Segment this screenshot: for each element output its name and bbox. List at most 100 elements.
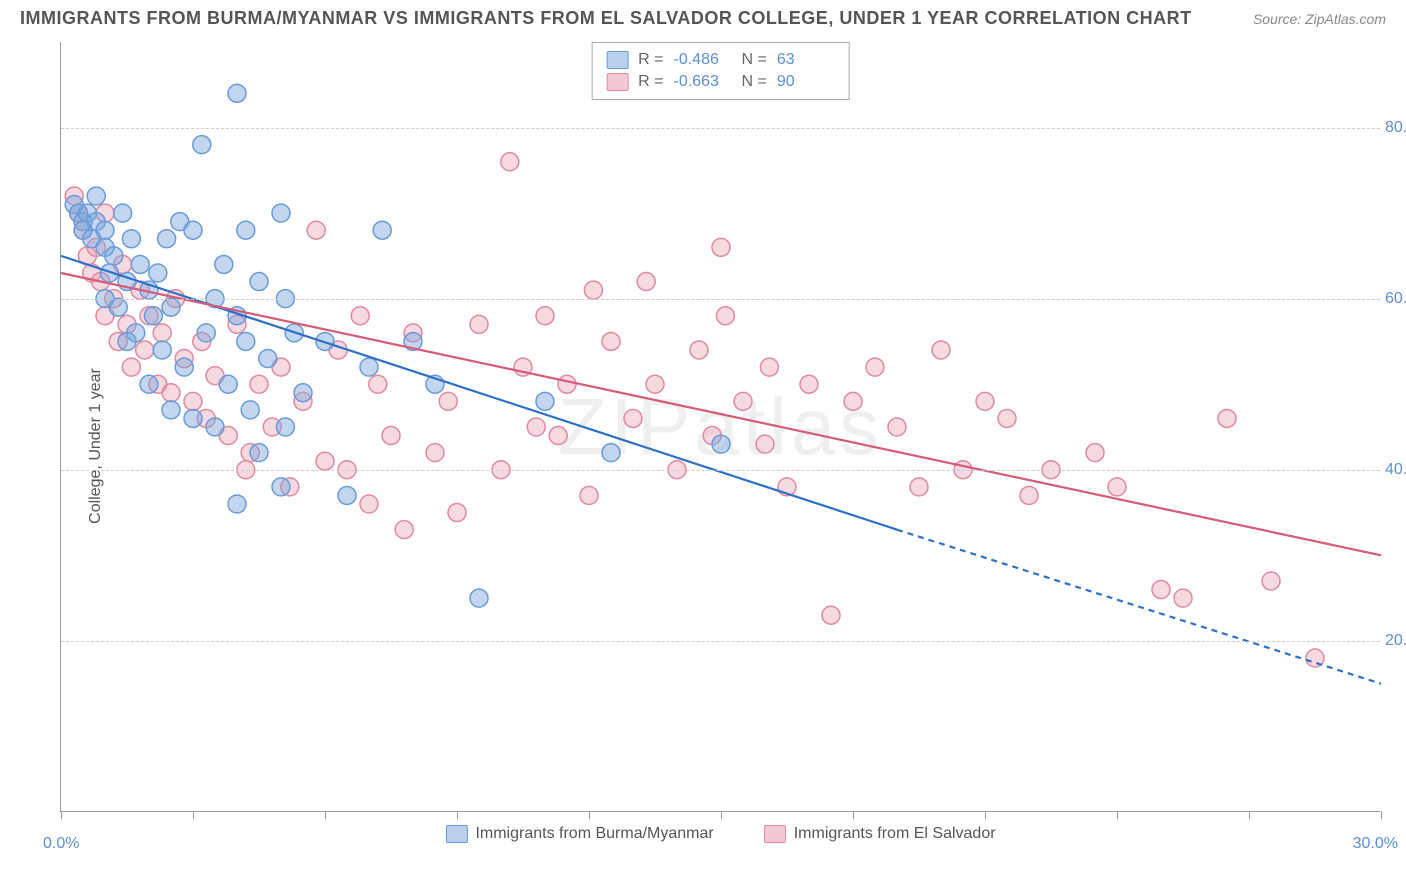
data-point bbox=[1108, 478, 1126, 496]
data-point bbox=[1174, 589, 1192, 607]
legend-item-b: Immigrants from El Salvador bbox=[764, 825, 996, 843]
data-point bbox=[382, 427, 400, 445]
data-point bbox=[241, 401, 259, 419]
data-point bbox=[127, 324, 145, 342]
y-tick-label: 40.0% bbox=[1385, 461, 1406, 479]
data-point bbox=[1086, 444, 1104, 462]
data-point bbox=[866, 358, 884, 376]
data-point bbox=[162, 401, 180, 419]
x-tick bbox=[1117, 811, 1118, 819]
gridline-h bbox=[61, 299, 1380, 300]
data-point bbox=[1152, 581, 1170, 599]
data-point bbox=[219, 375, 237, 393]
data-point bbox=[144, 307, 162, 325]
gridline-h bbox=[61, 128, 1380, 129]
r-value-b: -0.663 bbox=[674, 73, 732, 91]
data-point bbox=[184, 409, 202, 427]
data-point bbox=[549, 427, 567, 445]
data-point bbox=[1218, 409, 1236, 427]
x-tick bbox=[1249, 811, 1250, 819]
data-point bbox=[131, 255, 149, 273]
data-point bbox=[712, 238, 730, 256]
r-label: R = bbox=[638, 51, 663, 69]
data-point bbox=[87, 187, 105, 205]
chart-title: IMMIGRANTS FROM BURMA/MYANMAR VS IMMIGRA… bbox=[20, 8, 1192, 29]
data-point bbox=[307, 221, 325, 239]
data-point bbox=[175, 358, 193, 376]
legend-row-a: R = -0.486 N = 63 bbox=[606, 49, 835, 71]
data-point bbox=[1020, 486, 1038, 504]
legend-row-b: R = -0.663 N = 90 bbox=[606, 71, 835, 93]
data-point bbox=[294, 384, 312, 402]
data-point bbox=[228, 495, 246, 513]
data-point bbox=[136, 341, 154, 359]
n-value-a: 63 bbox=[777, 51, 835, 69]
data-point bbox=[316, 452, 334, 470]
data-point bbox=[360, 495, 378, 513]
x-tick bbox=[721, 811, 722, 819]
data-point bbox=[760, 358, 778, 376]
data-point bbox=[162, 298, 180, 316]
data-point bbox=[351, 307, 369, 325]
n-value-b: 90 bbox=[777, 73, 835, 91]
trend-line bbox=[61, 256, 897, 530]
n-label: N = bbox=[742, 73, 767, 91]
data-point bbox=[153, 341, 171, 359]
x-tick bbox=[1381, 811, 1382, 819]
data-point bbox=[272, 204, 290, 222]
data-point bbox=[932, 341, 950, 359]
x-tick bbox=[985, 811, 986, 819]
data-point bbox=[448, 504, 466, 522]
data-point bbox=[584, 281, 602, 299]
data-point bbox=[998, 409, 1016, 427]
y-tick-label: 60.0% bbox=[1385, 290, 1406, 308]
data-point bbox=[602, 444, 620, 462]
data-point bbox=[470, 589, 488, 607]
data-point bbox=[114, 204, 132, 222]
data-point bbox=[105, 247, 123, 265]
data-point bbox=[237, 221, 255, 239]
data-point bbox=[250, 444, 268, 462]
r-value-a: -0.486 bbox=[674, 51, 732, 69]
legend-swatch-a bbox=[606, 51, 628, 69]
data-point bbox=[716, 307, 734, 325]
data-point bbox=[158, 230, 176, 248]
legend-swatch-a2 bbox=[445, 825, 467, 843]
data-point bbox=[96, 221, 114, 239]
data-point bbox=[470, 315, 488, 333]
data-point bbox=[197, 324, 215, 342]
data-point bbox=[439, 392, 457, 410]
x-tick bbox=[325, 811, 326, 819]
data-point bbox=[140, 375, 158, 393]
n-label: N = bbox=[742, 51, 767, 69]
legend-item-a: Immigrants from Burma/Myanmar bbox=[445, 825, 713, 843]
x-axis-max-label: 30.0% bbox=[1353, 835, 1398, 853]
legend-label-a: Immigrants from Burma/Myanmar bbox=[475, 825, 713, 843]
x-axis-min-label: 0.0% bbox=[43, 835, 79, 853]
data-point bbox=[536, 307, 554, 325]
data-point bbox=[215, 255, 233, 273]
data-point bbox=[558, 375, 576, 393]
data-point bbox=[800, 375, 818, 393]
data-point bbox=[734, 392, 752, 410]
data-point bbox=[822, 606, 840, 624]
data-point bbox=[122, 358, 140, 376]
data-point bbox=[426, 444, 444, 462]
correlation-legend: R = -0.486 N = 63 R = -0.663 N = 90 bbox=[591, 42, 850, 100]
data-point bbox=[602, 332, 620, 350]
data-point bbox=[624, 409, 642, 427]
data-point bbox=[373, 221, 391, 239]
data-point bbox=[580, 486, 598, 504]
legend-swatch-b bbox=[606, 73, 628, 91]
r-label: R = bbox=[638, 73, 663, 91]
y-tick-label: 80.0% bbox=[1385, 119, 1406, 137]
data-point bbox=[369, 375, 387, 393]
data-point bbox=[501, 153, 519, 171]
x-tick bbox=[193, 811, 194, 819]
data-point bbox=[276, 418, 294, 436]
data-point bbox=[646, 375, 664, 393]
data-point bbox=[756, 435, 774, 453]
data-point bbox=[250, 375, 268, 393]
source-attribution: Source: ZipAtlas.com bbox=[1253, 11, 1386, 27]
legend-swatch-b2 bbox=[764, 825, 786, 843]
